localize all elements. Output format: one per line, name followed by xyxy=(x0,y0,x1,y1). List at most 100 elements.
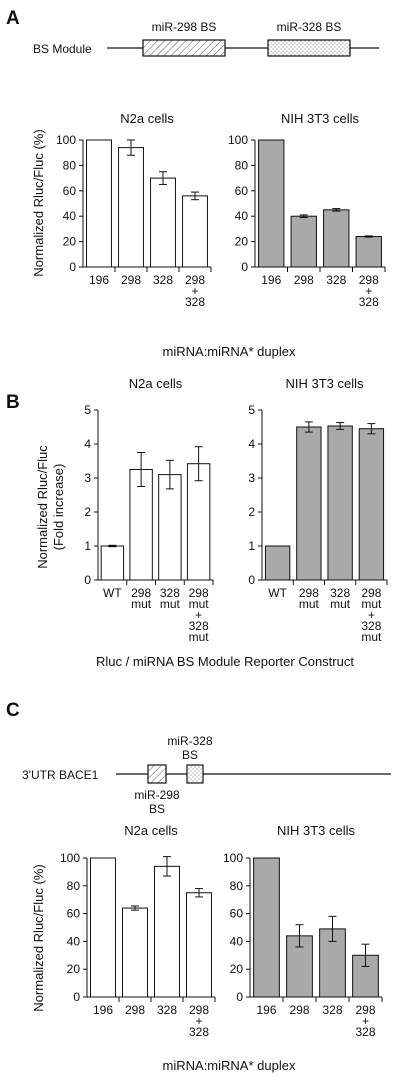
mir298-utr-site-box xyxy=(147,764,167,784)
panel-a-xlabel: miRNA:miRNA* duplex xyxy=(163,344,296,359)
category-label: + xyxy=(191,284,198,298)
category-label: 328 xyxy=(359,295,379,309)
y-tick-label: 80 xyxy=(67,879,81,893)
category-label: 298 xyxy=(355,1003,375,1017)
category-label: 298 xyxy=(299,586,319,600)
category-label: 328 xyxy=(160,586,180,600)
y-tick-label: 80 xyxy=(230,879,244,893)
mir298-utr-label-line1: miR-298 xyxy=(134,788,180,802)
panel-b-letter: B xyxy=(6,392,20,413)
category-label: 196 xyxy=(256,1003,276,1017)
y-tick-label: 40 xyxy=(67,934,81,948)
bar xyxy=(264,545,291,581)
y-tick-label: 0 xyxy=(69,260,76,274)
mir298-utr-label-line2: BS xyxy=(149,802,165,816)
y-tick-label: 0 xyxy=(84,573,91,587)
y-tick-label: 60 xyxy=(63,184,77,198)
bar xyxy=(100,545,125,581)
category-label: 298 xyxy=(121,273,141,287)
chart-title: NIH 3T3 cells xyxy=(285,376,364,391)
bar xyxy=(352,954,379,998)
y-tick-label: 2 xyxy=(84,505,91,519)
category-label: + xyxy=(365,284,372,298)
y-tick-label: 4 xyxy=(248,437,255,451)
category-label: + xyxy=(362,1014,369,1028)
category-label: 298 xyxy=(294,273,314,287)
category-label: 328 xyxy=(189,1025,209,1039)
panel-a-ylabel: Normalized Rluc/Fluc (%) xyxy=(31,129,46,276)
panel-c-ylabel: Normalized Rluc/Fluc (%) xyxy=(31,864,46,1011)
category-label: 298 xyxy=(131,586,151,600)
chart-title: NIH 3T3 cells xyxy=(281,111,360,126)
bar xyxy=(122,907,148,998)
category-label: + xyxy=(368,608,375,622)
category-label: 298 xyxy=(185,273,205,287)
mir298-site-box xyxy=(142,39,226,57)
category-label: 298 xyxy=(189,1003,209,1017)
category-label: 328 xyxy=(189,619,209,633)
category-label: mut xyxy=(189,597,210,611)
y-tick-label: 60 xyxy=(235,184,249,198)
y-tick-label: 1 xyxy=(84,539,91,553)
category-label: 298 xyxy=(189,586,209,600)
bar xyxy=(319,928,346,998)
bar xyxy=(154,865,180,998)
panel-c-xlabel: miRNA:miRNA* duplex xyxy=(163,1058,296,1073)
bar xyxy=(150,177,176,268)
category-label: mut xyxy=(131,597,152,611)
y-tick-label: 3 xyxy=(84,471,91,485)
y-tick-label: 60 xyxy=(67,907,81,921)
category-label: 298 xyxy=(125,1003,145,1017)
y-tick-label: 40 xyxy=(235,209,249,223)
y-tick-label: 1 xyxy=(248,539,255,553)
category-label: 328 xyxy=(153,273,173,287)
category-label: mut xyxy=(361,630,382,644)
category-label: mut xyxy=(330,597,351,611)
mir298-site-label: miR-298 BS xyxy=(152,20,217,34)
category-label: 298 xyxy=(289,1003,309,1017)
utr-label: 3'UTR BACE1 xyxy=(22,768,99,782)
chart-title: N2a cells xyxy=(124,823,178,838)
bar xyxy=(86,139,112,268)
y-tick-label: 0 xyxy=(248,573,255,587)
category-label: 328 xyxy=(361,619,381,633)
bar xyxy=(118,147,144,268)
y-tick-label: 20 xyxy=(235,235,249,249)
chart-title: N2a cells xyxy=(129,376,183,391)
mir328-site-label: miR-328 BS xyxy=(277,20,342,34)
bar xyxy=(358,428,385,581)
y-tick-label: 20 xyxy=(63,235,77,249)
y-tick-label: 3 xyxy=(248,471,255,485)
category-label: 328 xyxy=(326,273,346,287)
category-label: WT xyxy=(103,586,122,600)
y-tick-label: 40 xyxy=(230,934,244,948)
category-label: 328 xyxy=(185,295,205,309)
bs-module-label: BS Module xyxy=(33,42,92,56)
mir328-utr-label-line1: miR-328 xyxy=(167,734,213,748)
category-label: + xyxy=(195,608,202,622)
y-tick-label: 100 xyxy=(56,133,76,147)
bar xyxy=(90,857,116,998)
y-tick-label: 5 xyxy=(84,403,91,417)
chart-title: NIH 3T3 cells xyxy=(277,823,356,838)
category-label: mut xyxy=(189,630,210,644)
y-tick-label: 0 xyxy=(73,990,80,1004)
y-tick-label: 20 xyxy=(230,962,244,976)
y-tick-label: 80 xyxy=(235,158,249,172)
panel-c-letter: C xyxy=(6,700,20,721)
y-tick-label: 0 xyxy=(236,990,243,1004)
category-label: WT xyxy=(268,586,287,600)
y-tick-label: 2 xyxy=(248,505,255,519)
panel-b-xlabel: Rluc / miRNA BS Module Reporter Construc… xyxy=(96,654,354,669)
bar xyxy=(258,139,285,268)
mir328-utr-label-line2: BS xyxy=(182,748,198,762)
bar xyxy=(182,195,208,268)
bar xyxy=(253,857,280,998)
y-tick-label: 100 xyxy=(228,133,248,147)
category-label: 298 xyxy=(359,273,379,287)
bar xyxy=(290,215,317,268)
